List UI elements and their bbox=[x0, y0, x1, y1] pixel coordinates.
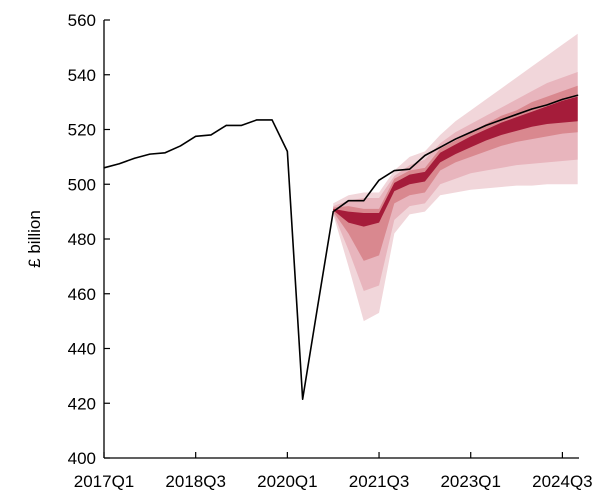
data-point bbox=[546, 104, 548, 106]
x-tick-label: 2018Q3 bbox=[165, 472, 226, 491]
data-point bbox=[485, 124, 487, 126]
data-point bbox=[240, 124, 243, 126]
x-tick-label: 2021Q3 bbox=[349, 472, 410, 491]
data-point bbox=[332, 211, 334, 213]
data-point bbox=[149, 153, 151, 155]
data-point bbox=[454, 138, 457, 140]
axes bbox=[103, 19, 579, 459]
data-point bbox=[302, 398, 304, 400]
data-point bbox=[195, 135, 197, 137]
data-point bbox=[561, 98, 564, 100]
y-tick-label: 440 bbox=[68, 340, 96, 359]
y-tick-label: 540 bbox=[68, 66, 96, 85]
data-point bbox=[225, 124, 227, 126]
y-tick-label: 460 bbox=[68, 285, 96, 304]
data-point bbox=[133, 157, 136, 159]
y-tick-label: 420 bbox=[68, 394, 96, 413]
y-tick-label: 480 bbox=[68, 230, 96, 249]
data-point bbox=[179, 145, 181, 147]
series-lines bbox=[103, 94, 579, 400]
x-tick-label: 2020Q1 bbox=[257, 472, 318, 491]
y-tick-label: 560 bbox=[68, 11, 96, 30]
y-tick-label: 400 bbox=[68, 449, 96, 468]
data-point bbox=[347, 200, 350, 202]
data-point bbox=[500, 119, 502, 121]
series-line-0 bbox=[103, 94, 578, 400]
x-tick-label: 2024Q3 bbox=[532, 472, 593, 491]
data-point bbox=[363, 200, 365, 202]
data-point bbox=[256, 119, 258, 121]
data-point bbox=[424, 154, 426, 157]
data-point bbox=[515, 113, 518, 116]
data-point bbox=[286, 150, 288, 152]
data-point bbox=[470, 131, 472, 133]
y-axis-label: £ billion bbox=[25, 210, 44, 268]
data-point bbox=[393, 169, 395, 172]
data-point bbox=[378, 179, 380, 181]
data-point bbox=[271, 119, 273, 121]
fan-bands bbox=[333, 33, 578, 322]
data-point bbox=[439, 146, 441, 148]
y-tick-label: 500 bbox=[68, 175, 96, 194]
data-point bbox=[210, 134, 212, 136]
data-point bbox=[317, 304, 319, 306]
data-point bbox=[164, 152, 166, 154]
data-point bbox=[409, 168, 411, 170]
tick-labels: 400 420 440 460 480 500 520 540 560 2017Q1 2018Q3 2… bbox=[68, 11, 593, 491]
y-tick-label: 520 bbox=[68, 121, 96, 140]
fan-band-inner bbox=[333, 96, 578, 227]
x-tick-label: 2017Q1 bbox=[74, 472, 135, 491]
data-point bbox=[118, 163, 120, 165]
x-tick-label: 2023Q1 bbox=[440, 472, 501, 491]
data-point bbox=[531, 108, 533, 110]
data-point bbox=[577, 94, 579, 96]
